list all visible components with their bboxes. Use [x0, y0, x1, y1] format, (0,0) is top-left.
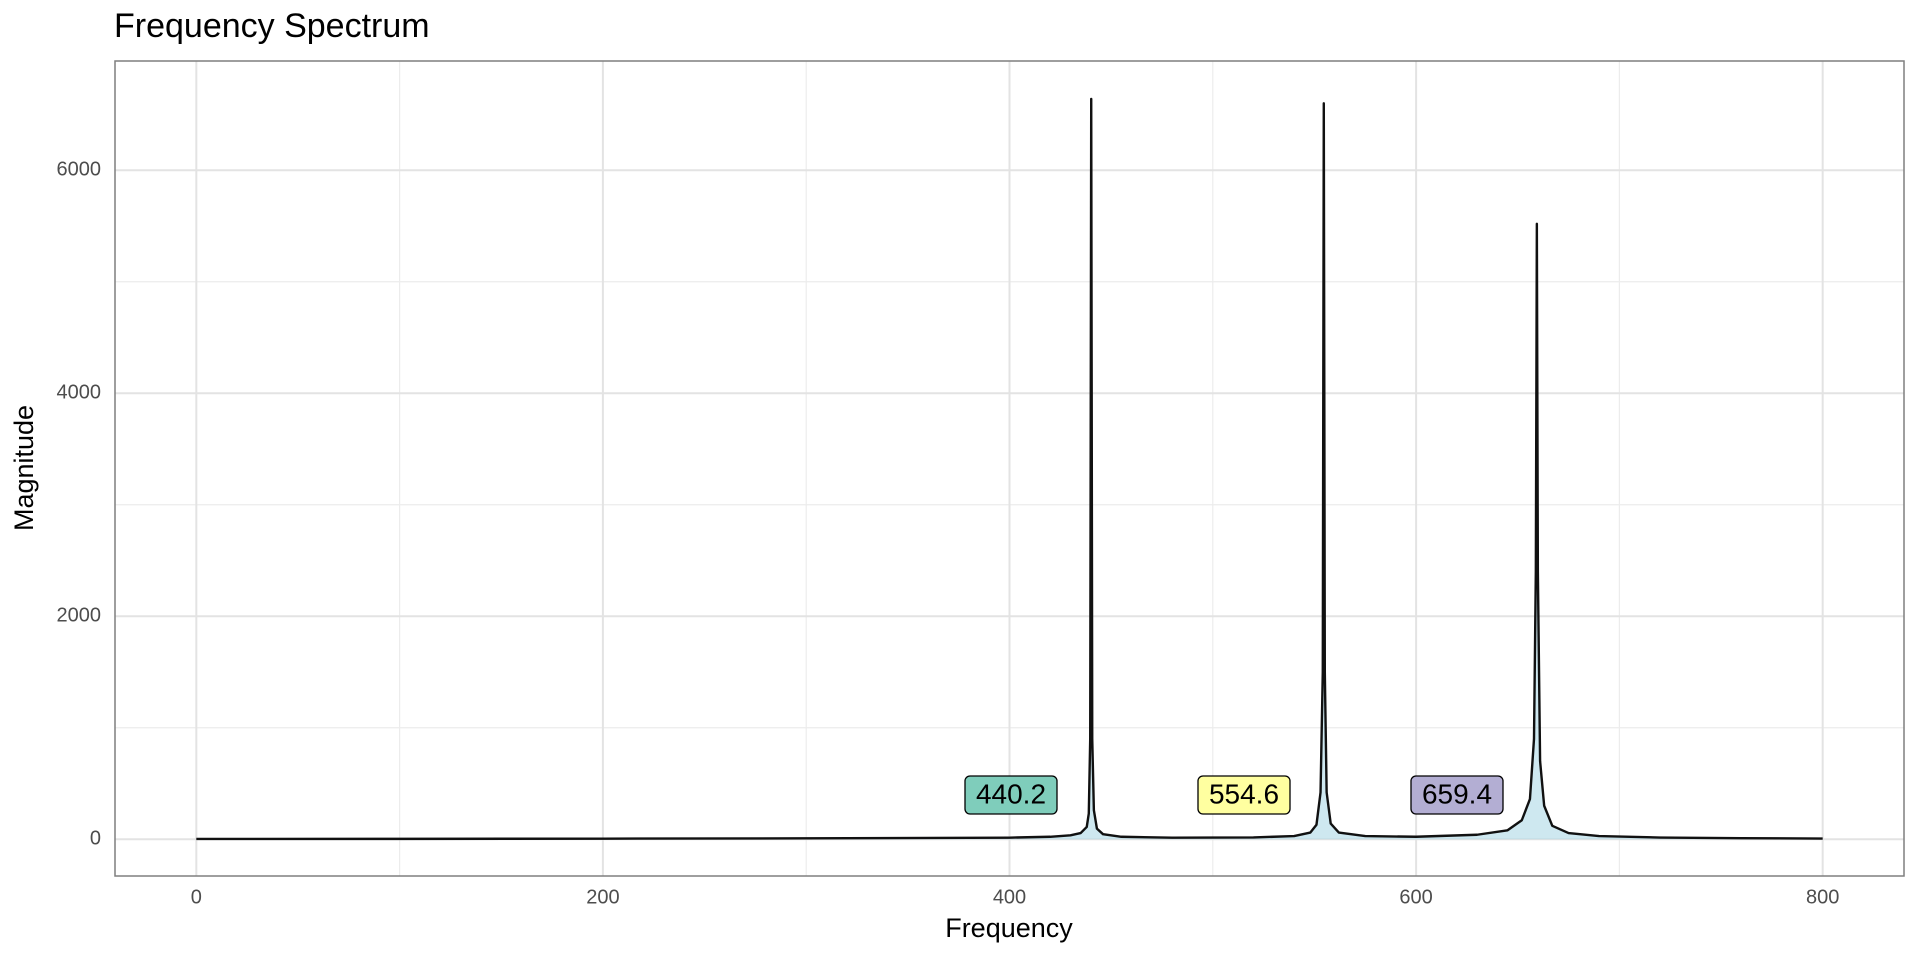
y-tick-label: 2000	[57, 605, 102, 627]
x-tick-label: 400	[993, 886, 1026, 908]
annotation-label: 440.2	[976, 778, 1046, 809]
y-tick-label: 4000	[57, 382, 102, 404]
annotation: 440.2	[964, 775, 1058, 815]
x-tick-label: 200	[586, 886, 619, 908]
line	[196, 97, 1823, 841]
x-tick-label: 0	[191, 886, 202, 908]
x-tick-label: 600	[1399, 886, 1432, 908]
annotation-label: 554.6	[1209, 778, 1279, 809]
y-tick-label: 6000	[57, 159, 102, 181]
y-axis-title: Magnitude	[9, 405, 39, 531]
annotation-box	[1197, 775, 1291, 815]
annotation: 659.4	[1410, 775, 1504, 815]
annotation-box	[1410, 775, 1504, 815]
x-tick-label: 800	[1806, 886, 1839, 908]
chart-title: Frequency Spectrum	[114, 7, 430, 45]
annotation: 554.6	[1197, 775, 1291, 815]
annotation-box	[964, 775, 1058, 815]
x-axis-title: Frequency	[945, 913, 1073, 943]
annotation-label: 659.4	[1422, 778, 1492, 809]
y-tick-label: 0	[90, 827, 101, 849]
panel-border	[114, 60, 1905, 877]
